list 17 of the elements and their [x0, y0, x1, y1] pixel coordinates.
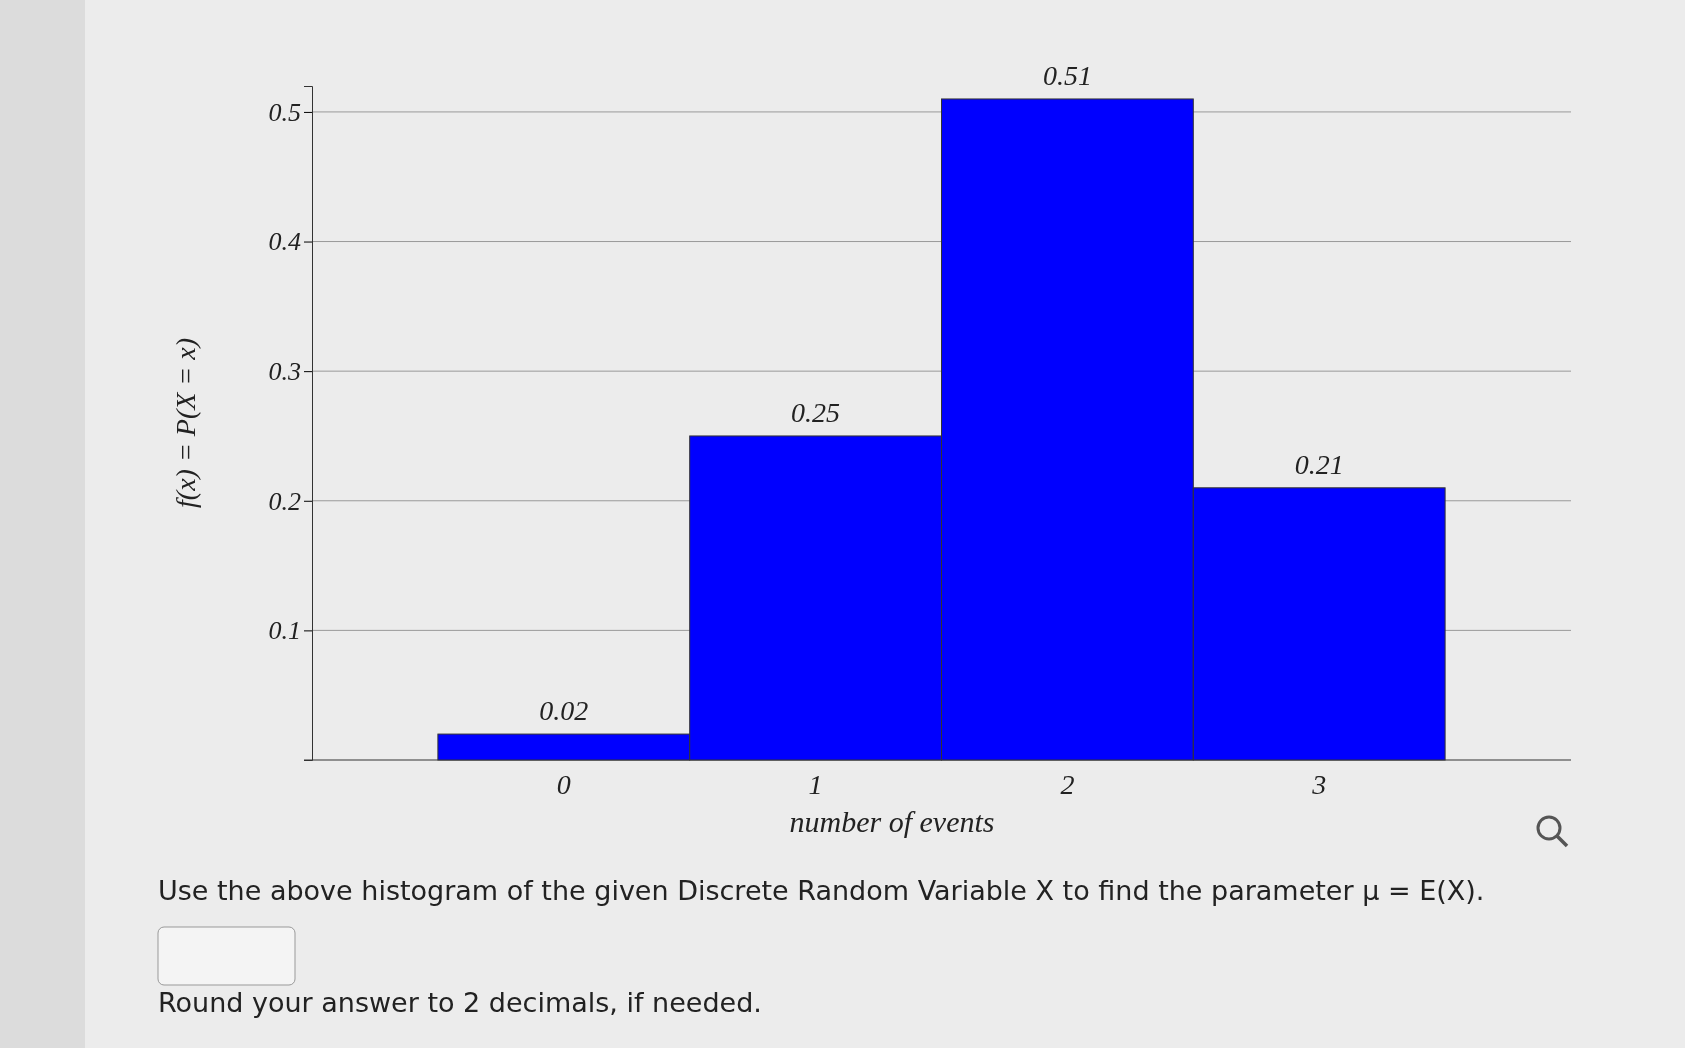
x-tick-label: 1 [808, 769, 823, 800]
y-axis-title: f(x) = P(X = x) [170, 338, 201, 508]
data-label: 0.25 [791, 396, 841, 428]
x-tick-label: 0 [556, 769, 571, 800]
text: Use the above histogram of the given Discrete Random Variable X to find the parameter μ = E(X). [158, 875, 1485, 906]
y-tick-label: 0.1 [268, 616, 301, 646]
x-tick-label: 3 [1311, 769, 1327, 800]
x-axis-title: number of events [789, 805, 995, 838]
text: Round your answer to 2 decimals, if needed. [158, 987, 762, 1018]
data-label: 0.51 [1042, 59, 1092, 91]
y-tick-label: 0.3 [268, 356, 301, 386]
data-label: 0.21 [1294, 448, 1344, 480]
y-tick-label: 0.4 [268, 227, 301, 257]
y-tick-label: 0.2 [268, 486, 301, 516]
y-tick-label: 0.5 [268, 97, 301, 127]
data-label: 0.02 [539, 695, 589, 727]
x-tick-label: 2 [1060, 769, 1075, 800]
